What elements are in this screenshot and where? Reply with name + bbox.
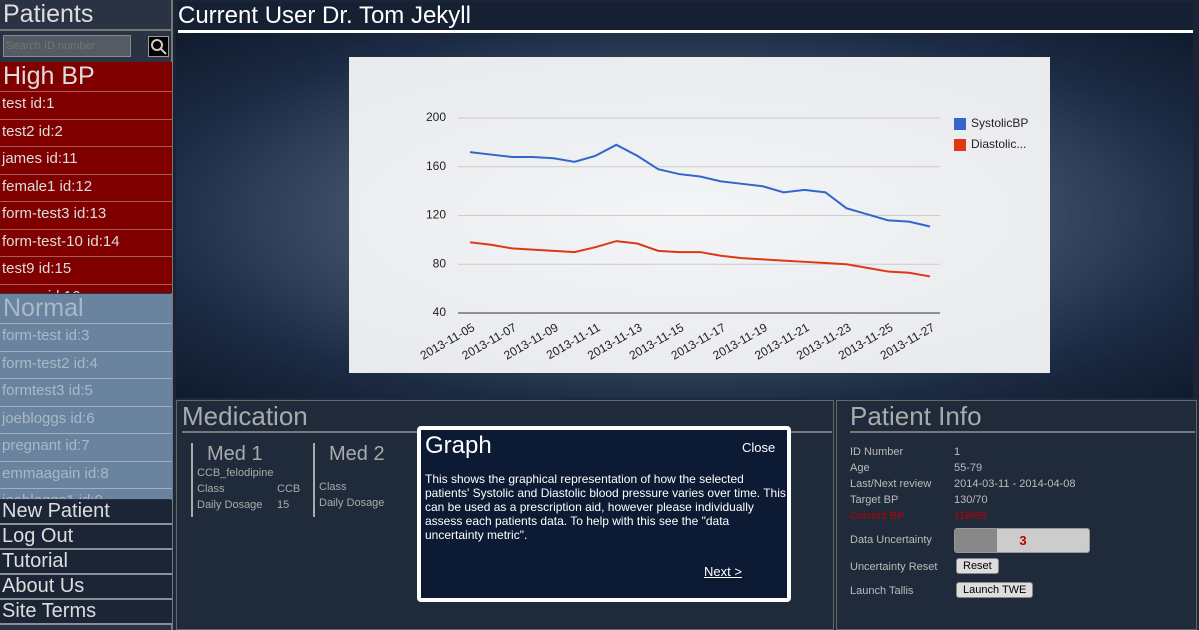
info-value: 130/70 <box>954 494 988 506</box>
med-class-label: Class <box>197 483 225 495</box>
menu-item[interactable]: New Patient <box>0 500 172 525</box>
y-tick-label: 160 <box>426 159 446 173</box>
modal-next[interactable]: Next > <box>704 564 742 579</box>
chart-panel: 40 80 120 160 200 2013-11-05 2013-11-07 2013-11… <box>349 57 1050 373</box>
patient-info-panel: Patient Info ID Number 1 Age 55-79 Last/Next… <box>836 400 1197 630</box>
med-class: CCB <box>277 483 301 495</box>
y-tick-label: 40 <box>433 305 447 319</box>
info-rows: ID Number 1 Age 55-79 Last/Next review 2014-0… <box>850 446 1190 536</box>
info-label: Target BP <box>850 494 899 506</box>
med-name: Med 2 <box>329 443 385 465</box>
med-name: Med 1 <box>207 443 263 465</box>
menu-item[interactable]: Tutorial <box>0 550 172 575</box>
menu-item[interactable]: Log Out <box>0 525 172 550</box>
patient-info-title: Patient Info <box>850 401 1195 433</box>
chart: 40801201602002013-11-052013-11-072013-11… <box>418 110 1029 362</box>
med-drug: CCB_felodipine <box>197 467 274 479</box>
uncertainty-box: 3 <box>954 528 1090 553</box>
y-tick-label: 120 <box>426 208 446 222</box>
med-class-label: Class <box>319 481 347 493</box>
reset-label: Uncertainty Reset <box>850 561 938 573</box>
patient-item[interactable]: form-test id:3 <box>0 324 172 352</box>
med-card: Med 2 Class Daily Dosage <box>313 443 425 517</box>
sidebar-title: Patients <box>0 0 172 31</box>
uncertainty-value: 3 <box>1019 533 1027 548</box>
group-title: Normal <box>0 294 172 324</box>
patient-item[interactable]: test id:1 <box>0 92 172 120</box>
modal-close[interactable]: Close <box>742 440 776 455</box>
y-tick-label: 200 <box>426 110 446 124</box>
uncertainty-label: Data Uncertainty <box>850 534 932 546</box>
modal-title: Graph <box>425 432 492 459</box>
patient-item[interactable]: james id:11 <box>0 147 172 175</box>
current-user: Current User Dr. Tom Jekyll <box>178 2 1193 33</box>
group-title: High BP <box>0 62 172 92</box>
patient-item[interactable]: emma id:16 <box>0 285 172 294</box>
patient-item[interactable]: joebloggs1 id:9 <box>0 489 172 499</box>
info-value: 1 <box>954 446 961 458</box>
med-dosage-label: Daily Dosage <box>319 497 385 509</box>
med-dosage: 15 <box>277 499 290 511</box>
search-button[interactable] <box>148 36 169 57</box>
legend-swatch <box>954 118 966 130</box>
patient-item[interactable]: formtest3 id:5 <box>0 379 172 407</box>
patient-item[interactable]: joebloggs id:6 <box>0 407 172 434</box>
series-line <box>469 143 931 228</box>
menu-item[interactable]: Site Terms <box>0 600 172 625</box>
menu-item[interactable]: About Us <box>0 575 172 600</box>
info-value: 118/69 <box>954 510 987 522</box>
patient-item[interactable]: test9 id:15 <box>0 257 172 285</box>
uncertainty-fill <box>955 529 997 552</box>
legend-label: SystolicBP <box>971 116 1028 130</box>
legend-label: Diastolic... <box>971 137 1026 151</box>
modal: Graph Close This shows the graphical rep… <box>417 426 791 602</box>
info-value: 55-79 <box>954 462 983 474</box>
high-bp-group: High BP test id:1 test2 id:2 james id:11 fem… <box>0 62 172 293</box>
y-tick-label: 80 <box>433 256 447 270</box>
legend-swatch <box>954 139 966 151</box>
info-label: ID Number <box>850 446 904 458</box>
patient-item[interactable]: pregnant id:7 <box>0 434 172 462</box>
info-label: Current BP <box>850 510 905 522</box>
search-icon <box>151 39 167 55</box>
reset-button[interactable]: Reset <box>956 558 999 574</box>
patient-item[interactable]: test2 id:2 <box>0 120 172 147</box>
info-value: 2014-03-11 - 2014-04-08 <box>954 478 1076 490</box>
search-input[interactable] <box>3 35 131 57</box>
info-label: Last/Next review <box>850 478 932 490</box>
normal-group: Normal form-test id:3 form-test2 id:4 formt… <box>0 294 172 499</box>
info-label: Age <box>850 462 870 474</box>
med-list: Med 1 CCB_felodipine Class CCB Daily Dosage 1… <box>177 433 827 623</box>
tallis-label: Launch Tallis <box>850 585 914 597</box>
sidebar-menu: New Patient Log Out Tutorial About Us Site T… <box>0 500 172 630</box>
patient-item[interactable]: emmaagain id:8 <box>0 462 172 489</box>
patient-item[interactable]: female1 id:12 <box>0 175 172 202</box>
med-dosage-label: Daily Dosage <box>197 499 263 511</box>
med-card: Med 1 CCB_felodipine Class CCB Daily Dosage 1… <box>191 443 303 517</box>
series-line <box>469 240 931 278</box>
tallis-button[interactable]: Launch TWE <box>956 582 1034 598</box>
patient-item[interactable]: form-test3 id:13 <box>0 202 172 230</box>
modal-body: This shows the graphical representation … <box>425 472 786 542</box>
patient-item[interactable]: form-test2 id:4 <box>0 352 172 379</box>
patient-item[interactable]: form-test-10 id:14 <box>0 230 172 257</box>
